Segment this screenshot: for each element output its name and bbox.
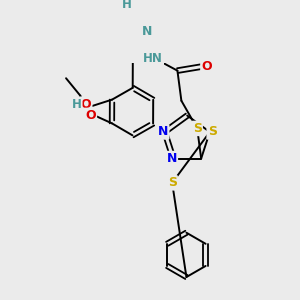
Text: S: S — [208, 125, 217, 139]
Text: O: O — [81, 98, 91, 111]
Text: S: S — [193, 122, 202, 135]
Text: N: N — [158, 125, 168, 139]
Text: N: N — [142, 25, 152, 38]
Text: H: H — [122, 0, 132, 11]
Text: O: O — [85, 109, 96, 122]
Text: H: H — [71, 98, 81, 111]
Text: HN: HN — [143, 52, 163, 65]
Text: S: S — [168, 176, 177, 189]
Text: N: N — [167, 152, 177, 165]
Text: O: O — [201, 60, 212, 73]
